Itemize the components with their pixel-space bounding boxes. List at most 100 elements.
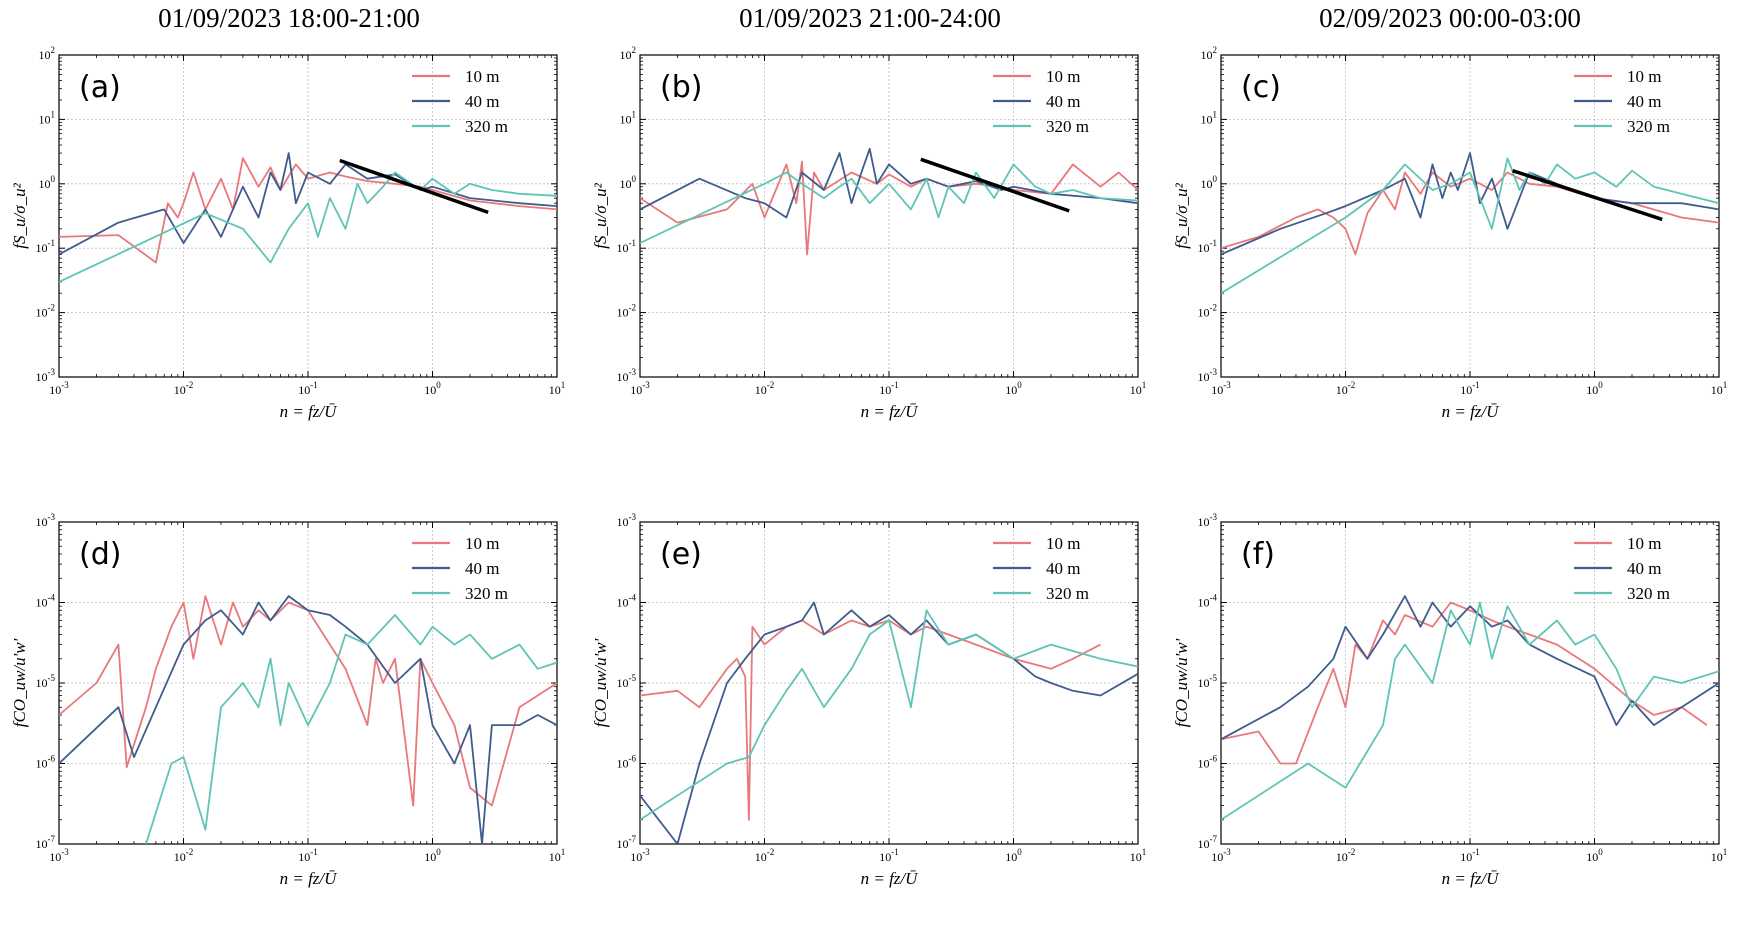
- panel-c: 10-3 10-2 10-1 100 101 10-3 10-2 10-1 100 101 102 n…: [1172, 45, 1727, 421]
- y-tick-label: 102: [39, 45, 56, 62]
- series-line-10m: [1221, 601, 1708, 765]
- panel-label: (d): [79, 537, 121, 572]
- legend-label: 10 m: [1627, 67, 1661, 86]
- x-tick-label: 10-3: [630, 380, 650, 397]
- x-tick-label: 100: [424, 380, 441, 397]
- legend-label: 320 m: [1046, 584, 1089, 603]
- x-tick-label: 100: [1005, 380, 1022, 397]
- series-line-10m: [59, 595, 557, 807]
- panel-label: (b): [660, 70, 702, 105]
- x-tick-label: 10-2: [1336, 380, 1356, 397]
- panel-b: 10-3 10-2 10-1 100 101 10-3 10-2 10-1 100 101 102 n…: [591, 45, 1146, 421]
- legend-label: 10 m: [1627, 534, 1661, 553]
- series-group: [1221, 595, 1719, 821]
- panel-e: 10-3 10-2 10-1 100 101 10-7 10-6 10-5 10-4 10-3 n …: [591, 512, 1146, 888]
- legend-label: 10 m: [465, 67, 499, 86]
- y-tick-label: 100: [39, 174, 56, 191]
- y-tick-label: 10-1: [617, 238, 637, 255]
- fit-line: [920, 157, 1070, 213]
- series-line-10m: [640, 619, 1101, 821]
- y-tick-label: 10-7: [36, 834, 56, 851]
- x-axis-label: n = fz/Ū: [280, 402, 339, 421]
- x-tick-label: 100: [424, 847, 441, 864]
- x-tick-label: 10-3: [49, 380, 69, 397]
- legend-label: 10 m: [1046, 67, 1080, 86]
- y-tick-label: 10-5: [617, 673, 637, 690]
- y-axis-label: fS_u/σ_u²: [1172, 182, 1191, 248]
- y-tick-label: 10-3: [36, 367, 56, 384]
- panel-label: (f): [1241, 537, 1275, 572]
- panel-label: (a): [79, 70, 121, 105]
- series-group: [1221, 152, 1719, 294]
- x-axis-label: n = fz/Ū: [861, 869, 920, 888]
- panel-label: (c): [1241, 70, 1281, 105]
- series-group: [59, 152, 557, 283]
- y-tick-label: 100: [1201, 174, 1218, 191]
- legend-label: 40 m: [1627, 559, 1661, 578]
- x-tick-label: 10-1: [1460, 847, 1480, 864]
- legend-label: 320 m: [465, 117, 508, 136]
- x-tick-label: 100: [1005, 847, 1022, 864]
- x-tick-label: 10-3: [49, 847, 69, 864]
- y-axis-label: fCO_uw/u'w': [1172, 638, 1191, 727]
- series-group: [640, 601, 1138, 844]
- y-tick-label: 10-3: [1198, 512, 1218, 529]
- x-tick-label: 101: [1130, 847, 1147, 864]
- x-tick-label: 10-2: [174, 847, 194, 864]
- legend-label: 40 m: [1627, 92, 1661, 111]
- y-tick-label: 102: [620, 45, 637, 62]
- y-tick-label: 10-4: [36, 593, 56, 610]
- y-tick-label: 100: [620, 174, 637, 191]
- y-axis-label: fCO_uw/u'w': [591, 638, 610, 727]
- series-line-320m: [640, 609, 1138, 821]
- series-line-40m: [59, 595, 557, 844]
- x-tick-label: 10-2: [1336, 847, 1356, 864]
- series-line-40m: [59, 152, 557, 256]
- series-line-320m: [1221, 157, 1719, 294]
- panel-f: 10-3 10-2 10-1 100 101 10-7 10-6 10-5 10-4 10-3 n …: [1172, 512, 1727, 888]
- x-tick-label: 10-3: [1211, 380, 1231, 397]
- column-title-2: 01/09/2023 21:00-24:00: [739, 3, 1001, 33]
- y-tick-label: 101: [39, 109, 56, 126]
- series-line-320m: [59, 171, 557, 283]
- legend-label: 40 m: [1046, 559, 1080, 578]
- legend-label: 40 m: [1046, 92, 1080, 111]
- x-tick-label: 101: [549, 847, 566, 864]
- x-tick-label: 101: [1711, 847, 1728, 864]
- x-tick-label: 10-2: [174, 380, 194, 397]
- x-tick-label: 101: [549, 380, 566, 397]
- fit-line: [339, 158, 489, 215]
- y-tick-label: 10-1: [36, 238, 56, 255]
- y-tick-label: 102: [1201, 45, 1218, 62]
- y-tick-label: 10-3: [36, 512, 56, 529]
- y-tick-label: 10-7: [617, 834, 637, 851]
- x-tick-label: 10-3: [630, 847, 650, 864]
- x-tick-label: 101: [1130, 380, 1147, 397]
- series-line-320m: [145, 614, 557, 844]
- y-tick-label: 10-4: [617, 593, 637, 610]
- x-tick-label: 10-1: [1460, 380, 1480, 397]
- y-tick-label: 10-2: [617, 303, 637, 320]
- series-line-320m: [1221, 601, 1719, 821]
- y-tick-label: 10-3: [617, 512, 637, 529]
- column-title-3: 02/09/2023 00:00-03:00: [1319, 3, 1581, 33]
- y-tick-label: 10-1: [1198, 238, 1218, 255]
- y-tick-label: 10-3: [617, 367, 637, 384]
- y-axis-label: fS_u/σ_u²: [591, 182, 610, 248]
- y-axis-label: fS_u/σ_u²: [10, 182, 29, 248]
- x-tick-label: 10-2: [755, 380, 775, 397]
- x-axis-label: n = fz/Ū: [280, 869, 339, 888]
- fit-line: [1512, 168, 1663, 222]
- x-tick-label: 10-2: [755, 847, 775, 864]
- x-axis-label: n = fz/Ū: [861, 402, 920, 421]
- x-tick-label: 101: [1711, 380, 1728, 397]
- x-tick-label: 10-1: [298, 380, 318, 397]
- y-tick-label: 101: [620, 109, 637, 126]
- column-title-1: 01/09/2023 18:00-21:00: [158, 3, 420, 33]
- legend-label: 320 m: [1627, 117, 1670, 136]
- y-tick-label: 10-6: [36, 754, 56, 771]
- y-tick-label: 10-3: [1198, 367, 1218, 384]
- y-tick-label: 10-7: [1198, 834, 1218, 851]
- x-tick-label: 100: [1586, 380, 1603, 397]
- legend-label: 320 m: [1046, 117, 1089, 136]
